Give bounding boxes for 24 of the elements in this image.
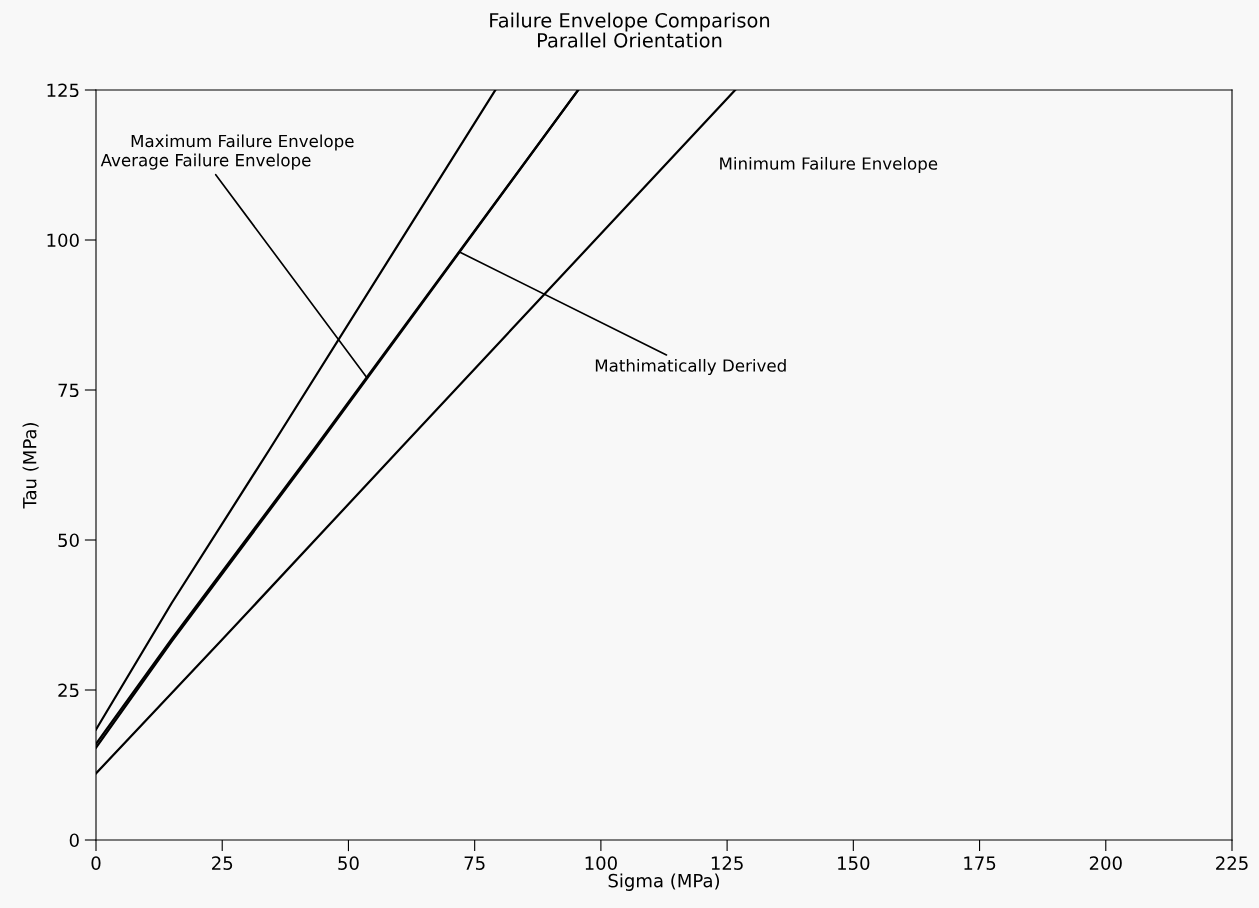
chart-subtitle: Parallel Orientation bbox=[538, 32, 722, 48]
chart-title: Failure Envelope Comparison bbox=[490, 12, 770, 32]
x-tick-label: 175 bbox=[964, 856, 996, 870]
x-tick-label: 100 bbox=[585, 856, 617, 870]
y-tick-label: 25 bbox=[58, 683, 79, 698]
y-tick-label: 0 bbox=[69, 833, 79, 848]
annotation: Mathimatically Derived bbox=[595, 358, 786, 376]
y-tick-label: 50 bbox=[58, 533, 79, 548]
x-axis-title: Sigma (MPa) bbox=[608, 873, 720, 891]
annotation: Average Failure Envelope bbox=[100, 153, 311, 170]
x-tick-label: 225 bbox=[1216, 856, 1248, 870]
x-tick-label: 50 bbox=[338, 856, 359, 870]
annotation: Maximum Failure Envelope bbox=[131, 134, 354, 151]
y-tick-label: 125 bbox=[47, 83, 79, 98]
annotation: Minimum Failure Envelope bbox=[720, 156, 938, 174]
x-tick-label: 75 bbox=[464, 856, 485, 870]
y-axis-title: Tau (MPa) bbox=[22, 423, 39, 509]
y-tick-label: 75 bbox=[58, 383, 79, 398]
y-tick-label: 100 bbox=[47, 233, 79, 248]
x-tick-label: 125 bbox=[711, 856, 743, 870]
x-tick-label: 0 bbox=[91, 856, 101, 870]
x-tick-label: 150 bbox=[838, 856, 870, 870]
x-tick-label: 200 bbox=[1089, 856, 1122, 870]
x-tick-label: 25 bbox=[212, 856, 233, 870]
